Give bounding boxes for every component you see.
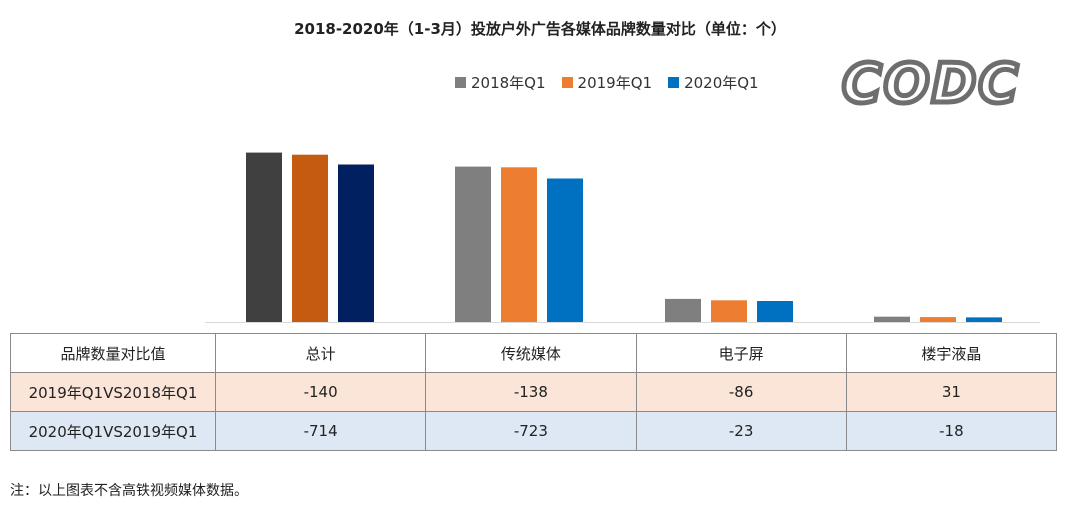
footnote: 注：以上图表不含高铁视频媒体数据。 [10,483,248,499]
table-row: 2019年Q1VS2018年Q1 -140 -138 -86 31 [10,372,1058,412]
legend-label-2019: 2019年Q1 [577,74,653,92]
chart-title: 2018-2020年（1-3月）投放户外广告各媒体品牌数量对比（单位：个） [294,20,786,38]
legend-swatch-2020 [668,77,680,88]
codc-logo: CODC [840,52,1021,112]
table-cell: -138 [425,372,637,412]
table-cell: -18 [845,411,1058,451]
bar-lcd-2019 [920,317,956,322]
legend-item-2018: 2018年Q1 [455,72,546,93]
legend-item-2020: 2020年Q1 [668,72,759,93]
legend-swatch-2018 [455,77,466,88]
table-header-cell: 楼宇液晶 [845,333,1058,373]
legend-item-2019: 2019年Q1 [561,72,653,93]
table-header-cell: 总计 [214,333,427,373]
table-header-cell: 品牌数量对比值 [10,333,216,373]
bar-screen-2018 [665,298,701,322]
bar-total-2019 [292,154,328,322]
legend-label-2018: 2018年Q1 [471,74,546,92]
table-cell: 31 [845,372,1058,412]
bar-total-2020 [338,164,374,322]
table-row-label: 2020年Q1VS2019年Q1 [10,411,216,451]
bar-traditional-2018 [455,166,491,322]
table-header-row: 品牌数量对比值 总计 传统媒体 电子屏 楼宇液晶 [10,333,1058,373]
bar-traditional-2020 [547,178,583,322]
legend-label-2020: 2020年Q1 [684,74,759,92]
legend-swatch-2019 [561,77,573,88]
table-row: 2020年Q1VS2019年Q1 -714 -723 -23 -18 [10,411,1058,451]
table-header-cell: 电子屏 [635,333,847,373]
bar-screen-2020 [757,301,793,322]
table-header-cell: 传统媒体 [425,333,637,373]
bar-chart [205,152,1040,323]
table-cell: -23 [635,411,847,451]
table-row-label: 2019年Q1VS2018年Q1 [10,372,216,412]
bars-group [246,152,1002,322]
bar-screen-2019 [711,300,747,322]
comparison-table: 品牌数量对比值 总计 传统媒体 电子屏 楼宇液晶 2019年Q1VS2018年Q… [10,333,1058,451]
chart-legend: 2018年Q1 2019年Q1 2020年Q1 [455,72,759,93]
table-cell: -714 [214,411,427,451]
bar-lcd-2020 [966,317,1002,322]
table-cell: -140 [214,372,427,412]
table-cell: -86 [635,372,847,412]
codc-logo-text: CODC [842,52,1020,112]
table-cell: -723 [425,411,637,451]
bar-lcd-2018 [874,316,910,322]
bar-traditional-2019 [501,167,537,322]
bar-total-2018 [246,152,282,322]
